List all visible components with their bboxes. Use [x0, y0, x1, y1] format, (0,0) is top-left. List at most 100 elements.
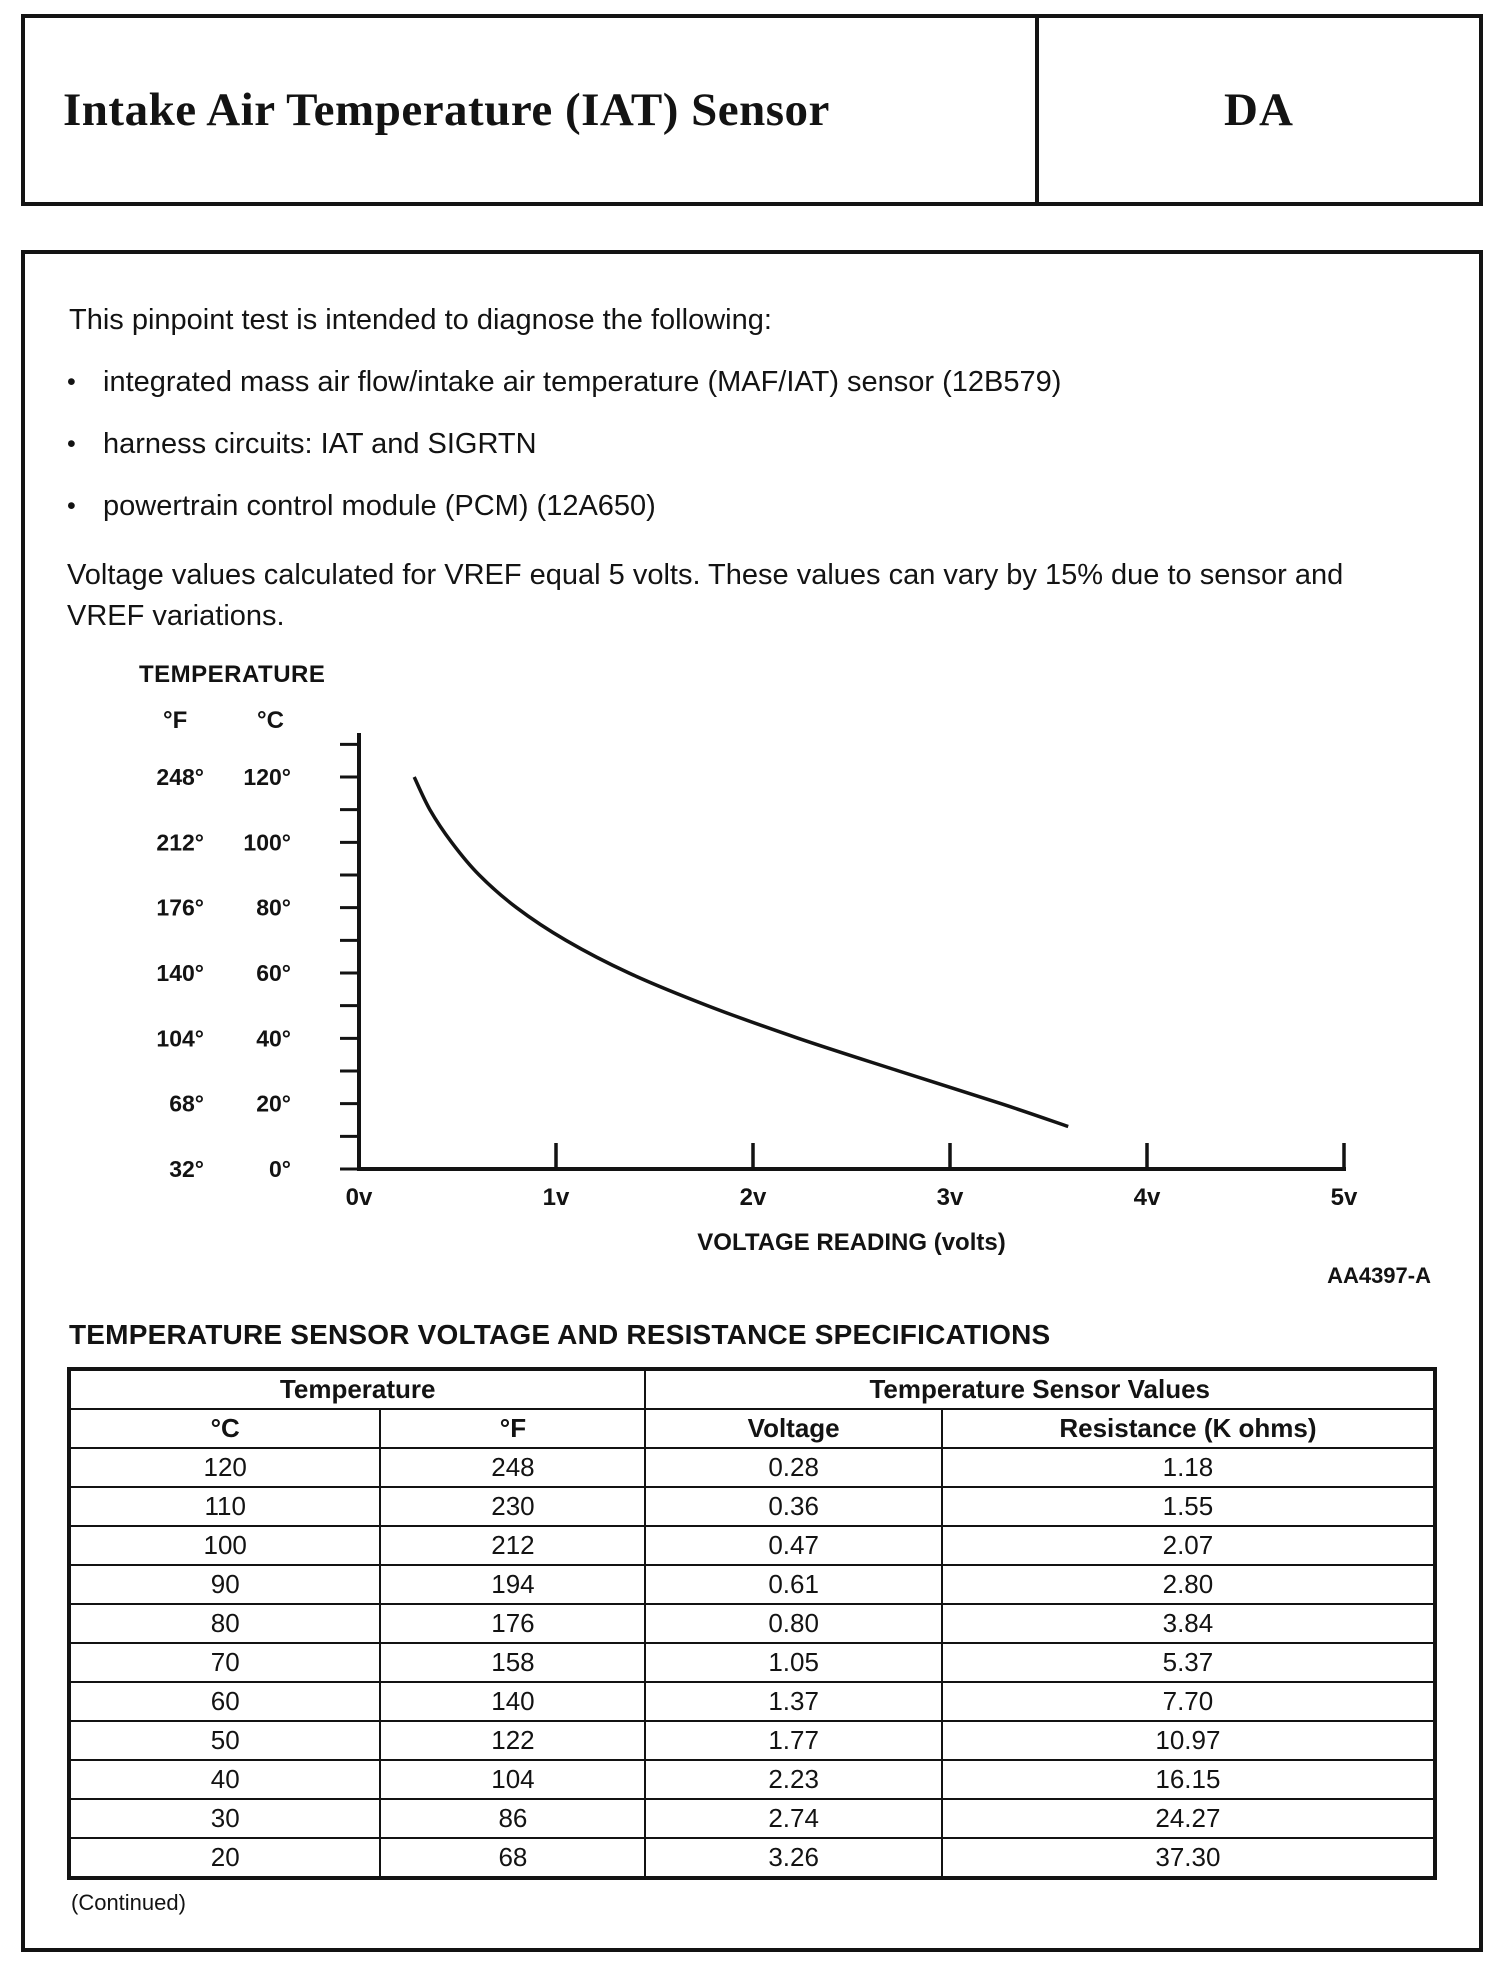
header-title-cell: Intake Air Temperature (IAT) Sensor: [25, 18, 1039, 202]
table-cell: 3.26: [644, 1837, 943, 1880]
table-cell: 40: [67, 1759, 382, 1801]
y-tick-label-c: 100°: [243, 830, 291, 856]
table-cell: 1.37: [644, 1681, 943, 1723]
table-cell: 90: [67, 1564, 382, 1606]
table-heading: TEMPERATURE SENSOR VOLTAGE AND RESISTANC…: [69, 1319, 1051, 1351]
table-cell: 60: [67, 1681, 382, 1723]
table-cell: 140: [379, 1681, 647, 1723]
bullet-text: harness circuits: IAT and SIGRTN: [103, 428, 537, 460]
y-tick-label-f: 248°: [156, 764, 204, 790]
content-box: This pinpoint test is intended to diagno…: [21, 250, 1483, 1952]
bullet-icon: •: [67, 492, 76, 520]
bullet-text: integrated mass air flow/intake air temp…: [103, 366, 1062, 398]
table-cell: 0.36: [644, 1486, 943, 1528]
group-header-sensor-values: Temperature Sensor Values: [644, 1368, 1436, 1411]
chart-y-axis-title: TEMPERATURE: [139, 661, 326, 689]
group-header-temperature: Temperature: [67, 1368, 647, 1411]
note-text: Voltage values calculated for VREF equal…: [67, 559, 1344, 633]
bullet-icon: •: [67, 368, 76, 396]
table-row: 120 248 0.28 1.18: [67, 1447, 1437, 1489]
table-cell: 80: [67, 1603, 382, 1645]
y-tick-label-f: 212°: [156, 830, 204, 856]
table-cell: 2.23: [644, 1759, 943, 1801]
table-cell: 2.74: [644, 1798, 943, 1840]
table-cell: 158: [379, 1642, 647, 1684]
y-tick-label-c: 0°: [269, 1156, 291, 1182]
chart-curve: [412, 776, 1069, 1129]
y-axis-unit-celsius: °C: [257, 707, 284, 735]
table-cell: 176: [379, 1603, 647, 1645]
continued-note: (Continued): [71, 1890, 186, 1916]
y-tick-label-c: 120°: [243, 764, 291, 790]
table-row: 20 68 3.26 37.30: [67, 1837, 1437, 1880]
table-cell: 0.47: [644, 1525, 943, 1567]
table-row: 30 86 2.74 24.27: [67, 1798, 1437, 1840]
table-cell: 3.84: [940, 1603, 1437, 1645]
y-tick-label-c: 20°: [256, 1091, 291, 1117]
table-cell: 50: [67, 1720, 382, 1762]
table-cell: 1.18: [940, 1447, 1437, 1489]
table-cell: 1.77: [644, 1720, 943, 1762]
table-cell: 1.05: [644, 1642, 943, 1684]
y-tick-label-c: 80°: [256, 895, 291, 921]
y-tick-label-c: 60°: [256, 960, 291, 986]
table-cell: 7.70: [940, 1681, 1437, 1723]
table-cell: 37.30: [940, 1837, 1437, 1880]
table-column-header-row: °C °F Voltage Resistance (K ohms): [67, 1408, 1437, 1450]
header-code-cell: DA: [1039, 18, 1479, 202]
table-cell: 86: [379, 1798, 647, 1840]
table-cell: 120: [67, 1447, 382, 1489]
intro-text: This pinpoint test is intended to diagno…: [69, 304, 772, 336]
y-tick-label-f: 176°: [156, 895, 204, 921]
table-row: 60 140 1.37 7.70: [67, 1681, 1437, 1723]
bullet-item: • harness circuits: IAT and SIGRTN: [67, 428, 1437, 461]
column-header-celsius: °C: [67, 1408, 382, 1450]
bullet-item: • integrated mass air flow/intake air te…: [67, 366, 1437, 399]
table-row: 40 104 2.23 16.15: [67, 1759, 1437, 1801]
x-tick-label: 5v: [1331, 1184, 1358, 1211]
table-row: 110 230 0.36 1.55: [67, 1486, 1437, 1528]
bullet-icon: •: [67, 430, 76, 458]
section-code: DA: [1224, 84, 1294, 136]
table-cell: 194: [379, 1564, 647, 1606]
table-row: 90 194 0.61 2.80: [67, 1564, 1437, 1606]
table-cell: 0.28: [644, 1447, 943, 1489]
table-cell: 68: [379, 1837, 647, 1880]
x-tick-label: 0v: [346, 1184, 373, 1211]
table-cell: 2.07: [940, 1525, 1437, 1567]
x-tick-label: 3v: [937, 1184, 964, 1211]
column-header-fahrenheit: °F: [379, 1408, 647, 1450]
table-cell: 5.37: [940, 1642, 1437, 1684]
y-axis-unit-fahrenheit: °F: [163, 707, 188, 735]
y-tick-label-f: 140°: [156, 960, 204, 986]
voltage-temperature-chart: TEMPERATURE °F °C 248° 120° 212° 100° 176° 80…: [67, 649, 1437, 1311]
table-cell: 230: [379, 1486, 647, 1528]
table-cell: 0.61: [644, 1564, 943, 1606]
chart-svg: 248° 120° 212° 100° 176° 80° 140° 60° 104° 40° 68°…: [156, 733, 1358, 1211]
table-cell: 0.80: [644, 1603, 943, 1645]
table-cell: 212: [379, 1525, 647, 1567]
table-cell: 1.55: [940, 1486, 1437, 1528]
table-row: 70 158 1.05 5.37: [67, 1642, 1437, 1684]
x-tick-label: 1v: [543, 1184, 570, 1211]
table-cell: 100: [67, 1525, 382, 1567]
table-cell: 2.80: [940, 1564, 1437, 1606]
bullet-item: • powertrain control module (PCM) (12A65…: [67, 490, 1437, 523]
x-tick-label: 4v: [1134, 1184, 1161, 1211]
column-header-resistance: Resistance (K ohms): [940, 1408, 1437, 1450]
y-tick-label-f: 32°: [169, 1156, 204, 1182]
chart-x-axis-title: VOLTAGE READING (volts): [697, 1229, 1006, 1257]
figure-code: AA4397-A: [1327, 1263, 1431, 1289]
table-cell: 248: [379, 1447, 647, 1489]
column-header-voltage: Voltage: [644, 1408, 943, 1450]
table-group-header-row: Temperature Temperature Sensor Values: [67, 1368, 1436, 1411]
x-tick-label: 2v: [740, 1184, 767, 1211]
y-tick-label-f: 68°: [169, 1091, 204, 1117]
spec-table: Temperature Temperature Sensor Values °C…: [67, 1367, 1437, 1881]
table-cell: 110: [67, 1486, 382, 1528]
table-cell: 70: [67, 1642, 382, 1684]
table-cell: 24.27: [940, 1798, 1437, 1840]
table-cell: 30: [67, 1798, 382, 1840]
table-cell: 16.15: [940, 1759, 1437, 1801]
table-cell: 104: [379, 1759, 647, 1801]
